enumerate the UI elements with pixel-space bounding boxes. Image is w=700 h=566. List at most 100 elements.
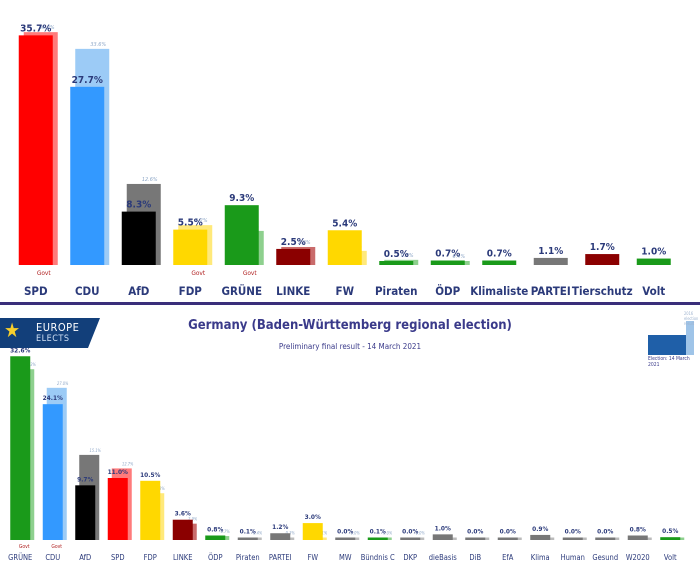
category-label: SPD bbox=[111, 553, 125, 562]
bar bbox=[276, 248, 311, 265]
bar bbox=[205, 535, 226, 540]
poll-chart: 36.2%35.7% Govt SPD 33.6% 27.7% CDU 12.6% 8.3% A… bbox=[18, 23, 671, 298]
prev-value-label: 30.3% bbox=[25, 362, 37, 367]
prev-value-label: 0.0% bbox=[416, 531, 426, 536]
category-label: DKP bbox=[403, 553, 417, 562]
page-subtitle: Preliminary final result - 14 March 2021 bbox=[278, 342, 422, 351]
value-label: 1.1% bbox=[538, 246, 563, 257]
prev-value-label: 0.7% bbox=[221, 529, 231, 534]
bar bbox=[430, 260, 465, 265]
bar bbox=[121, 211, 156, 265]
bar bbox=[432, 534, 453, 540]
bar bbox=[335, 537, 356, 540]
bar bbox=[302, 523, 323, 540]
prev-value-label: 12.6% bbox=[142, 177, 158, 183]
bar bbox=[627, 535, 648, 540]
value-label: 0.8% bbox=[207, 525, 223, 533]
category-label: LINKE bbox=[276, 284, 310, 298]
value-label: 0.1% bbox=[240, 528, 256, 536]
bar bbox=[18, 35, 53, 265]
value-label: 10.5% bbox=[140, 471, 160, 479]
value-label: 1.0% bbox=[435, 524, 451, 532]
category-label: SPD bbox=[24, 284, 48, 298]
bar bbox=[140, 480, 161, 540]
bar bbox=[562, 537, 583, 540]
legend-current-swatch bbox=[648, 335, 686, 355]
bar bbox=[237, 537, 258, 540]
value-label: 0.7% bbox=[487, 248, 512, 259]
prev-value-label: 6.2% bbox=[195, 218, 208, 224]
value-label: 24.1% bbox=[43, 394, 63, 402]
value-label: 32.6% bbox=[10, 346, 30, 354]
value-label: 0.0% bbox=[597, 528, 613, 536]
bar bbox=[533, 257, 568, 265]
category-label: Bündnis C bbox=[361, 553, 395, 562]
value-label: 0.1% bbox=[370, 528, 386, 536]
category-label: PARTEI bbox=[269, 553, 292, 562]
prev-value-label: 8.3% bbox=[156, 486, 166, 491]
europe-elects-logo: ★ EUROPE ELECTS bbox=[0, 318, 104, 348]
bar bbox=[107, 478, 128, 540]
category-label: FW bbox=[307, 553, 318, 562]
value-label: 0.0% bbox=[402, 528, 418, 536]
category-label: Human bbox=[561, 553, 585, 562]
prev-value-label: 36.2% bbox=[39, 25, 55, 31]
bar bbox=[636, 258, 671, 265]
legend-previous-swatch bbox=[686, 321, 694, 355]
legend-date-label: Election: 14 March 2021 bbox=[648, 356, 690, 368]
value-label: 0.5% bbox=[662, 527, 678, 535]
govt-label: Govt bbox=[191, 269, 206, 277]
category-label: EfA bbox=[502, 553, 514, 562]
logo-band bbox=[0, 318, 100, 348]
bar bbox=[465, 537, 486, 540]
category-label: W2020 bbox=[626, 553, 650, 562]
value-label: 0.7% bbox=[435, 248, 460, 259]
category-label: AfD bbox=[128, 284, 150, 298]
prev-value-label: 0.1% bbox=[318, 531, 328, 536]
category-label: FDP bbox=[179, 284, 203, 298]
bar bbox=[224, 205, 259, 265]
category-label: AfD bbox=[79, 553, 91, 562]
result-chart: 30.3% 32.6% Govt GRÜNE 27.0% 24.1% Govt CDU 15.1… bbox=[8, 346, 685, 562]
legend-current-label: Election result bbox=[654, 319, 676, 333]
category-label: dieBasis bbox=[429, 553, 457, 562]
value-label: 8.3% bbox=[126, 200, 151, 211]
value-label: 0.0% bbox=[467, 528, 483, 536]
bar bbox=[10, 356, 31, 540]
prev-value-label: 0.4% bbox=[452, 254, 465, 260]
category-label: Klimaliste bbox=[470, 284, 528, 298]
category-label: CDU bbox=[45, 553, 60, 562]
value-label: 0.9% bbox=[532, 525, 548, 533]
value-label: 9.3% bbox=[229, 193, 254, 204]
prev-value-label: 0.8% bbox=[401, 253, 414, 259]
category-label: Tierschutz bbox=[572, 284, 633, 298]
category-label: PARTEI bbox=[531, 284, 571, 298]
page-title: Germany (Baden-Württemberg regional elec… bbox=[188, 318, 512, 333]
category-label: FW bbox=[336, 284, 355, 298]
prev-value-label: 15.1% bbox=[90, 448, 102, 453]
category-label: Piraten bbox=[236, 553, 260, 562]
category-label: Gesund bbox=[592, 553, 618, 562]
category-label: MW bbox=[339, 553, 352, 562]
category-label: Piraten bbox=[375, 284, 418, 298]
govt-label: Govt bbox=[19, 544, 30, 550]
value-label: 27.7% bbox=[72, 75, 103, 86]
prev-value-label: 0.4% bbox=[253, 531, 263, 536]
category-label: Volt bbox=[664, 553, 677, 562]
prev-value-label: 0.3% bbox=[286, 531, 296, 536]
govt-label: Govt bbox=[51, 544, 62, 550]
bar bbox=[70, 86, 105, 265]
value-label: 1.7% bbox=[590, 242, 615, 253]
category-label: FDP bbox=[144, 553, 157, 562]
value-label: 1.2% bbox=[272, 523, 288, 531]
value-label: 2.5% bbox=[281, 237, 306, 248]
star-icon: ★ bbox=[4, 318, 21, 342]
prev-value-label: 2.8% bbox=[298, 240, 311, 246]
value-label: 0.5% bbox=[384, 249, 409, 260]
category-label: Klima bbox=[531, 553, 550, 562]
value-label: 0.8% bbox=[630, 525, 646, 533]
govt-label: Govt bbox=[243, 269, 258, 277]
prev-value-label: 33.6% bbox=[90, 42, 106, 48]
value-label: 0.0% bbox=[500, 528, 516, 536]
bar bbox=[595, 537, 616, 540]
